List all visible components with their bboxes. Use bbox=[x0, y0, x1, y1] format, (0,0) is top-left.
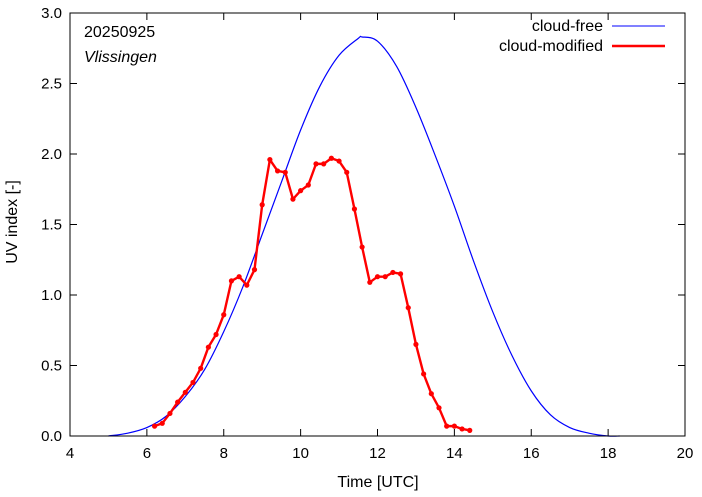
data-point-cloud-modified bbox=[328, 155, 334, 161]
data-point-cloud-modified bbox=[382, 274, 388, 280]
data-point-cloud-modified bbox=[444, 423, 450, 429]
data-point-cloud-modified bbox=[213, 331, 219, 338]
y-tick-label: 0.5 bbox=[41, 358, 62, 375]
data-point-cloud-modified bbox=[321, 161, 327, 167]
y-tick-label: 2.0 bbox=[41, 146, 62, 163]
x-tick-label: 14 bbox=[446, 445, 463, 462]
data-point-cloud-modified bbox=[290, 196, 296, 202]
data-point-cloud-modified bbox=[405, 305, 411, 311]
data-point-cloud-modified bbox=[359, 244, 365, 250]
data-point-cloud-modified bbox=[244, 282, 250, 288]
data-point-cloud-modified bbox=[421, 371, 427, 377]
y-axis-title: UV index [-] bbox=[4, 180, 21, 264]
data-point-cloud-modified bbox=[251, 267, 258, 273]
series-line-cloud-modified bbox=[154, 157, 470, 432]
data-point-cloud-modified bbox=[451, 423, 457, 429]
x-tick-label: 6 bbox=[143, 445, 151, 462]
x-tick-label: 12 bbox=[369, 445, 386, 462]
data-point-cloud-modified bbox=[305, 182, 311, 188]
data-point-cloud-modified bbox=[397, 271, 404, 277]
data-point-cloud-modified bbox=[344, 169, 350, 175]
data-point-cloud-modified bbox=[190, 379, 196, 386]
x-axis-title: Time [UTC] bbox=[337, 474, 418, 491]
data-point-cloud-modified bbox=[267, 157, 273, 163]
data-point-cloud-modified bbox=[367, 279, 373, 285]
x-tick-label: 16 bbox=[523, 445, 540, 462]
data-point-cloud-modified bbox=[182, 389, 188, 395]
x-tick-label: 8 bbox=[220, 445, 228, 462]
y-tick-label: 0.0 bbox=[41, 428, 62, 445]
data-point-cloud-modified bbox=[351, 206, 358, 212]
data-point-cloud-modified bbox=[228, 278, 235, 284]
data-point-cloud-modified bbox=[259, 202, 265, 208]
data-point-cloud-modified bbox=[205, 344, 211, 350]
x-tick-label: 4 bbox=[66, 445, 74, 462]
y-tick-label: 2.5 bbox=[41, 76, 62, 93]
axis-ticks bbox=[69, 12, 686, 437]
date-annotation: 20250925 bbox=[84, 24, 155, 41]
station-annotation: Vlissingen bbox=[84, 49, 157, 66]
data-point-cloud-modified bbox=[274, 168, 281, 174]
data-point-cloud-modified bbox=[390, 269, 396, 276]
data-point-cloud-modified bbox=[151, 423, 158, 429]
y-tick-label: 1.0 bbox=[41, 287, 62, 304]
x-tick-label: 18 bbox=[600, 445, 617, 462]
data-point-cloud-modified bbox=[313, 161, 319, 167]
series-line-cloud-free bbox=[108, 35, 620, 437]
plot-frame bbox=[69, 12, 686, 437]
data-point-cloud-modified bbox=[159, 420, 165, 426]
tick-labels: 4 6 8 10 12 14 16 18 20 0.0 0.5 1.0 1.5 2.0 2.5 3.0 bbox=[41, 5, 693, 462]
series-layer bbox=[108, 35, 620, 437]
data-point-cloud-modified bbox=[236, 274, 242, 280]
y-tick-label: 3.0 bbox=[41, 5, 62, 22]
data-point-cloud-modified bbox=[336, 158, 342, 164]
data-point-cloud-modified bbox=[436, 405, 442, 411]
data-point-cloud-modified bbox=[167, 410, 173, 417]
data-point-cloud-modified bbox=[198, 365, 204, 371]
legend: cloud-free cloud-modified bbox=[499, 18, 665, 55]
data-point-cloud-modified bbox=[282, 169, 288, 175]
data-point-cloud-modified bbox=[467, 427, 473, 433]
legend-label-cloud-modified: cloud-modified bbox=[499, 38, 603, 55]
data-point-cloud-modified bbox=[459, 426, 465, 432]
legend-label-cloud-free: cloud-free bbox=[532, 18, 603, 35]
data-point-cloud-modified bbox=[221, 312, 227, 318]
y-tick-label: 1.5 bbox=[41, 217, 62, 234]
data-point-cloud-modified bbox=[298, 188, 304, 194]
data-point-cloud-modified bbox=[374, 274, 381, 280]
data-point-cloud-modified bbox=[175, 399, 181, 405]
data-point-cloud-modified bbox=[428, 391, 434, 397]
x-tick-label: 20 bbox=[677, 445, 694, 462]
data-point-cloud-modified bbox=[413, 341, 419, 347]
x-tick-label: 10 bbox=[292, 445, 309, 462]
